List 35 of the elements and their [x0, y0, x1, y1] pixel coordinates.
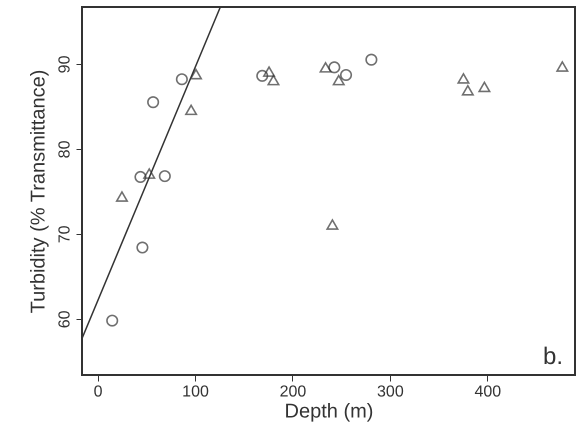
y-tick-label: 60: [56, 310, 74, 328]
point: [147, 96, 160, 108]
x-tick-label: 0: [94, 384, 103, 400]
point: [263, 66, 276, 77]
point: [256, 70, 268, 82]
point: [326, 219, 338, 230]
y-tick-label: 70: [56, 225, 74, 244]
point: [185, 104, 198, 116]
y-tick-label: 80: [56, 140, 74, 158]
point: [176, 73, 188, 86]
x-tick-label: 100: [182, 384, 209, 400]
point: [190, 68, 202, 80]
point: [320, 62, 332, 73]
point: [116, 191, 128, 202]
point: [365, 54, 378, 66]
x-tick-label: 400: [474, 384, 502, 400]
point: [556, 61, 568, 72]
x-tick-label: 200: [280, 384, 306, 400]
point: [328, 61, 340, 74]
y-axis-title: Turbidity (% Transmittance): [28, 70, 50, 314]
point: [457, 73, 470, 84]
y-tick-label: 90: [56, 55, 74, 74]
point: [158, 170, 171, 182]
point: [136, 241, 148, 254]
point: [340, 68, 352, 82]
point: [462, 84, 474, 96]
point: [106, 314, 118, 327]
annotation: b.: [542, 343, 563, 370]
point: [478, 82, 490, 92]
point: [134, 170, 146, 184]
x-axis-title: Depth (m): [284, 400, 374, 422]
point: [332, 74, 345, 86]
point: [267, 74, 280, 86]
x-tick-label: 300: [377, 384, 404, 400]
point: [143, 168, 156, 179]
